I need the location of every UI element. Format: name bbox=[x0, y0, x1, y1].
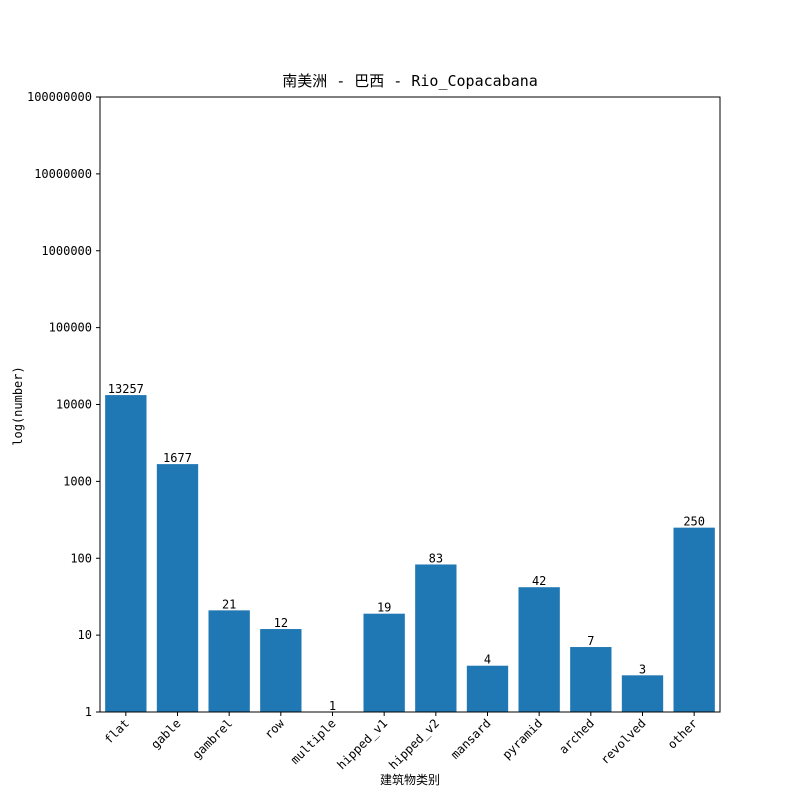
x-tick-label-gambrel: gambrel bbox=[190, 716, 236, 762]
x-tick-label-revolved: revolved bbox=[598, 716, 649, 767]
data-label-revolved: 3 bbox=[639, 662, 646, 676]
y-tick-label: 10000 bbox=[56, 398, 92, 412]
bar-other bbox=[673, 527, 715, 712]
data-label-hipped_v2: 83 bbox=[429, 551, 443, 565]
data-label-hipped_v1: 19 bbox=[377, 601, 391, 615]
data-label-other: 250 bbox=[683, 515, 705, 529]
bar-revolved bbox=[621, 675, 664, 712]
x-tick-label-hipped_v1: hipped_v1 bbox=[334, 716, 390, 772]
y-axis-label: log(number) bbox=[11, 366, 25, 445]
y-tick-label: 100 bbox=[70, 551, 92, 565]
bar-gambrel bbox=[208, 610, 250, 712]
data-label-multiple: 1 bbox=[329, 699, 336, 713]
y-tick-label: 10000000 bbox=[34, 167, 92, 181]
data-label-arched: 7 bbox=[587, 634, 594, 648]
chart-title: 南美洲 - 巴西 - Rio_Copacabana bbox=[282, 72, 538, 90]
y-tick-label: 100000000 bbox=[27, 90, 92, 104]
x-tick-label-mansard: mansard bbox=[448, 716, 494, 762]
data-label-gable: 1677 bbox=[163, 451, 192, 465]
plot-area: 1 10 100 1000 10000 100000 1000000 10000000 1000… bbox=[27, 90, 721, 772]
x-tick-label-pyramid: pyramid bbox=[500, 716, 546, 762]
bar-row bbox=[260, 629, 302, 712]
bar-hipped_v2 bbox=[415, 564, 457, 712]
y-tick-label: 10 bbox=[78, 628, 92, 642]
x-tick-label-arched: arched bbox=[556, 716, 597, 757]
bar-arched bbox=[570, 647, 612, 712]
x-axis-label: 建筑物类别 bbox=[380, 772, 440, 787]
data-label-mansard: 4 bbox=[484, 653, 491, 667]
y-tick-label: 1000000 bbox=[41, 244, 92, 258]
x-tick-label-row: row bbox=[262, 716, 288, 742]
plot-frame bbox=[99, 96, 721, 713]
data-label-row: 12 bbox=[274, 616, 288, 630]
bar-mansard bbox=[466, 665, 509, 712]
y-tick-label: 100000 bbox=[49, 321, 92, 335]
data-label-flat: 13257 bbox=[108, 382, 144, 396]
bar-flat bbox=[105, 395, 147, 712]
x-tick-label-other: other bbox=[665, 716, 700, 751]
bar-hipped_v1 bbox=[363, 613, 405, 712]
x-tick-label-gable: gable bbox=[148, 716, 183, 751]
data-label-pyramid: 42 bbox=[532, 574, 546, 588]
bar-pyramid bbox=[518, 587, 560, 712]
bar-gable bbox=[156, 464, 199, 712]
data-label-gambrel: 21 bbox=[222, 597, 236, 611]
x-tick-label-hipped_v2: hipped_v2 bbox=[386, 716, 442, 772]
x-tick-label-multiple: multiple bbox=[288, 716, 339, 767]
y-tick-label: 1000 bbox=[63, 474, 92, 488]
y-tick-label: 1 bbox=[85, 705, 92, 719]
x-tick-label-flat: flat bbox=[102, 716, 132, 746]
